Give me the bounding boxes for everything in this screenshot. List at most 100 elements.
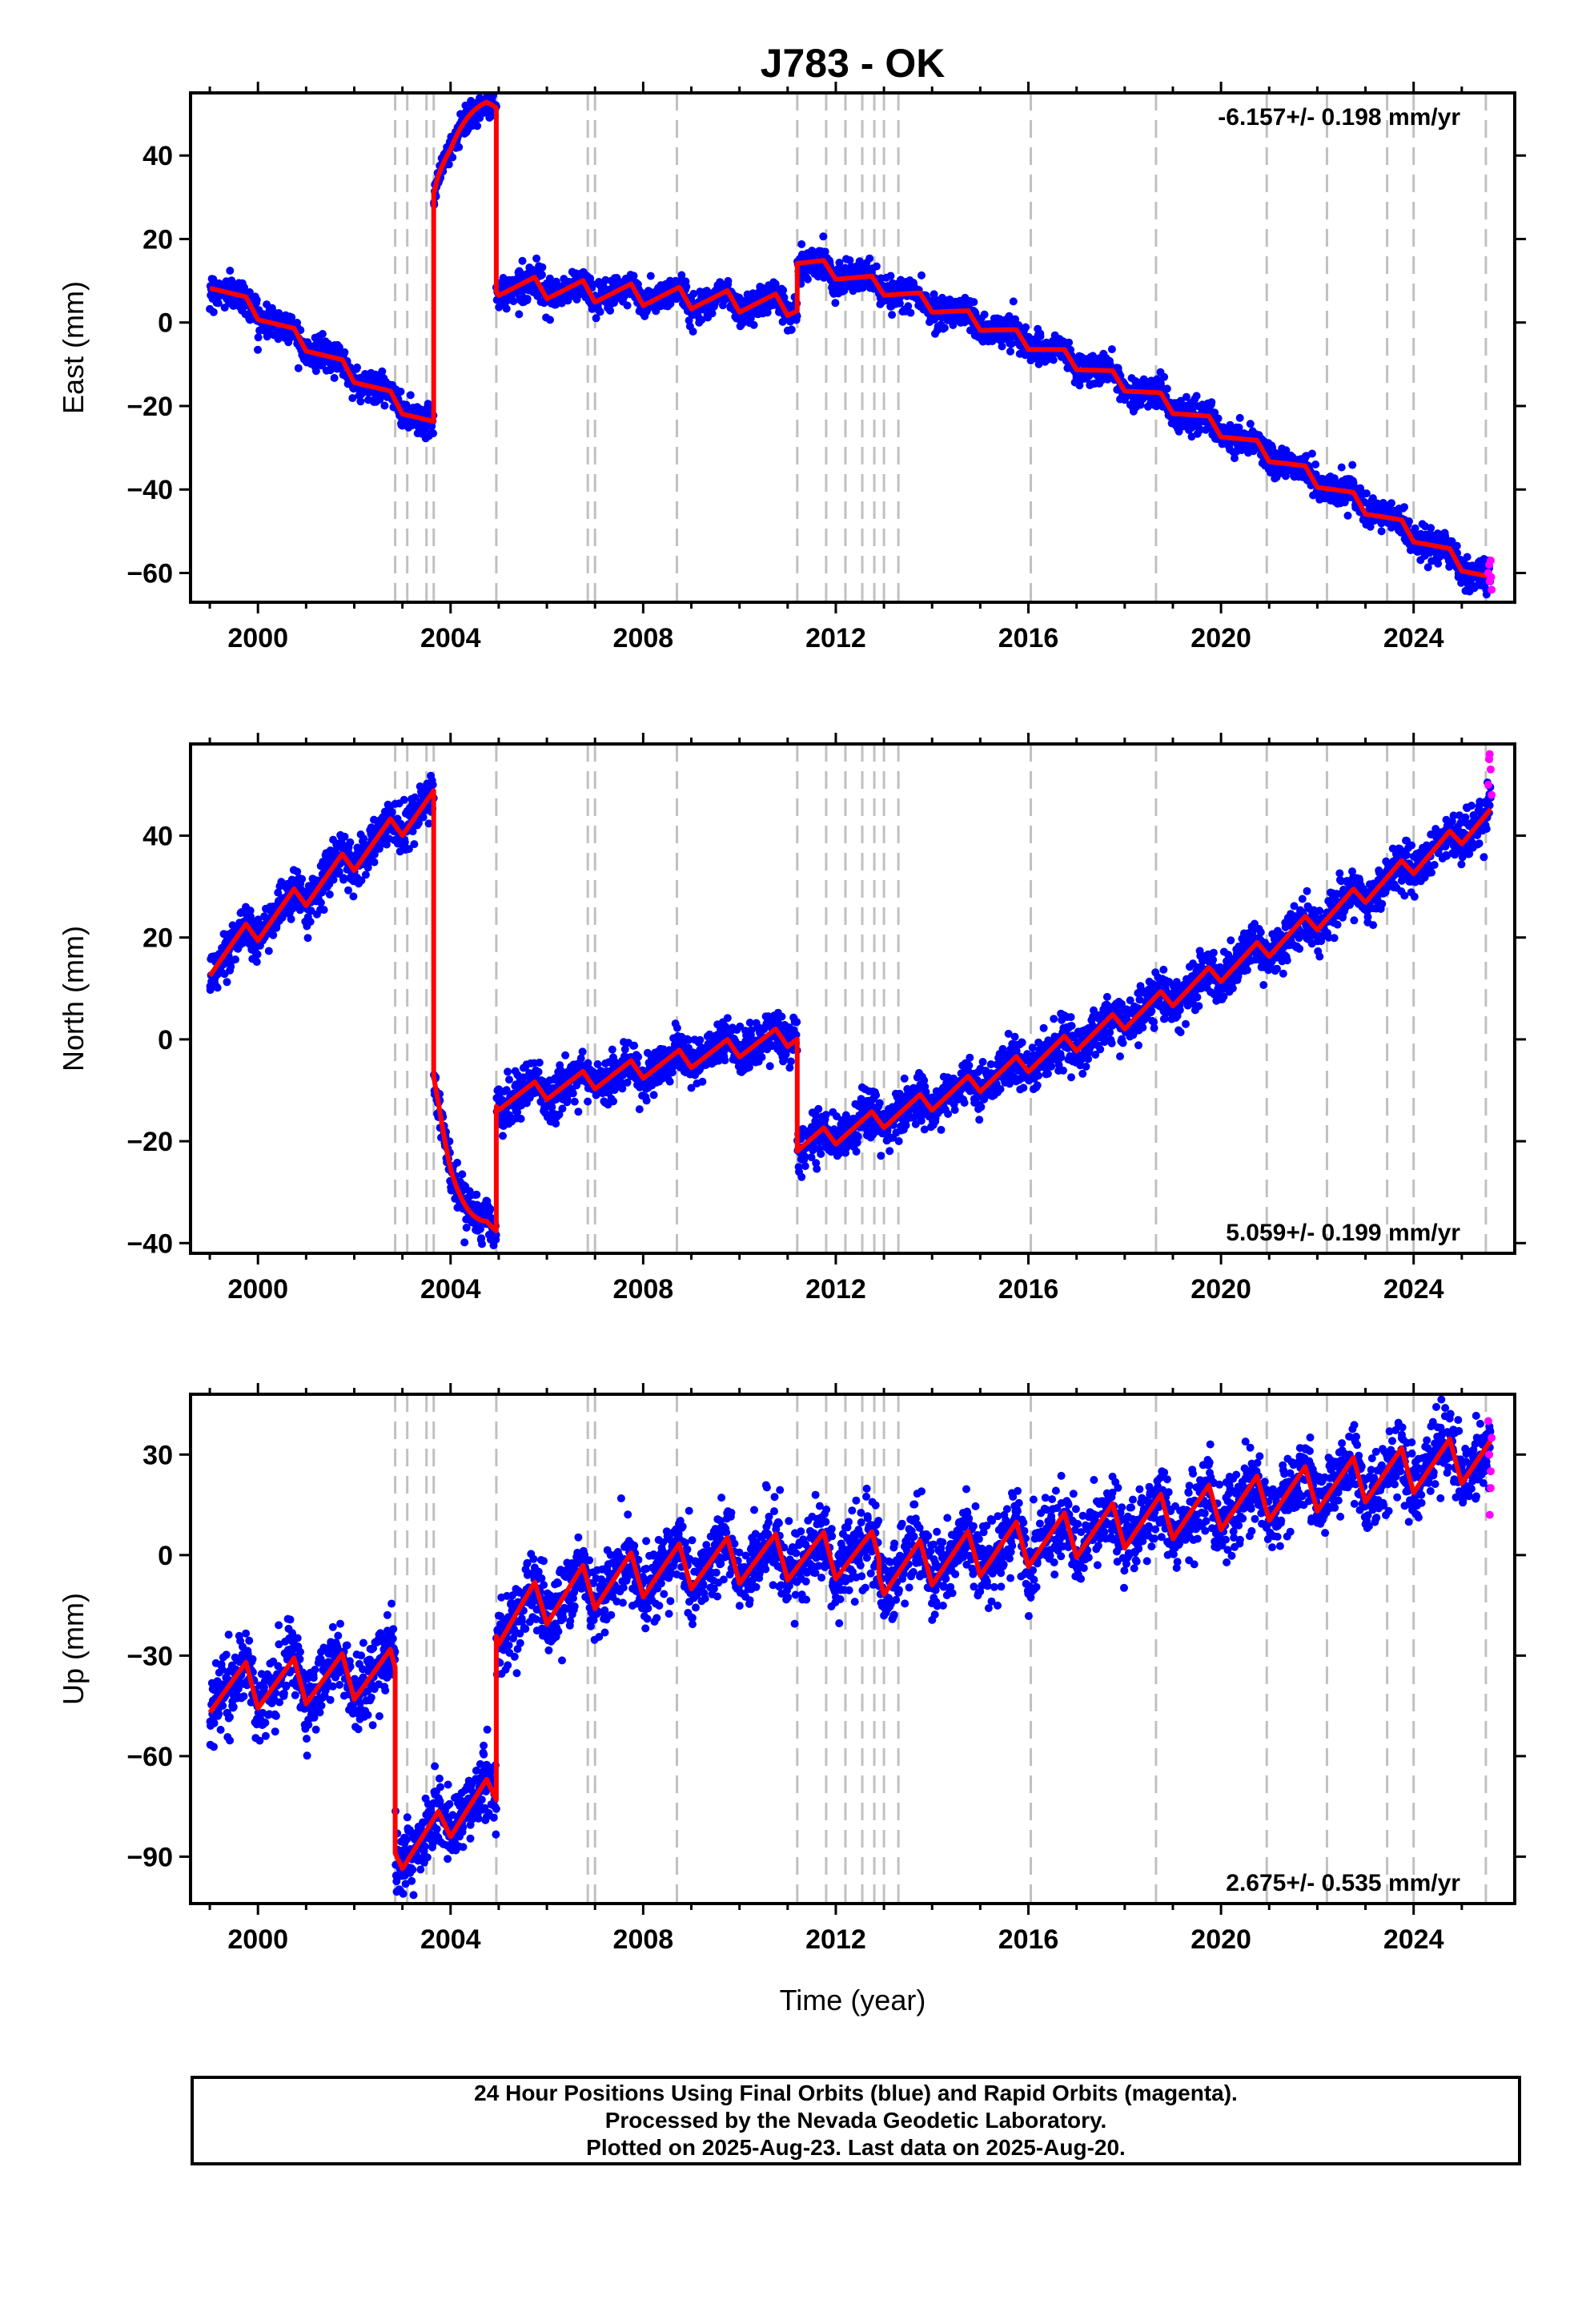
final-orbit-point bbox=[318, 330, 327, 338]
final-orbit-point bbox=[787, 325, 796, 334]
final-orbit-point bbox=[1231, 454, 1239, 463]
y-axis-label: East (mm) bbox=[57, 281, 90, 414]
final-orbit-point bbox=[311, 367, 320, 376]
final-orbit-point bbox=[895, 299, 904, 308]
final-orbit-point bbox=[917, 271, 926, 279]
final-orbit-point bbox=[601, 275, 610, 284]
final-orbit-point bbox=[306, 918, 315, 926]
final-orbit-point bbox=[509, 297, 518, 306]
final-orbit-point bbox=[698, 1077, 707, 1086]
final-orbit-point bbox=[1427, 524, 1435, 533]
final-orbit-point bbox=[287, 915, 295, 923]
final-orbit-point bbox=[570, 1097, 579, 1106]
final-orbit-point bbox=[294, 364, 303, 372]
final-orbit-point bbox=[665, 1077, 674, 1086]
final-orbit-point bbox=[1387, 499, 1395, 508]
chart-title: J783 - OK bbox=[761, 41, 946, 86]
final-orbit-point bbox=[538, 263, 547, 271]
final-orbit-point bbox=[316, 899, 325, 907]
final-orbit-point bbox=[209, 308, 218, 316]
final-orbit-point bbox=[831, 299, 840, 308]
north-panel: 2000 2004 2008 2012 2016 2020 2024−40−2002040N… bbox=[57, 733, 1526, 1305]
y-tick-label: −40 bbox=[126, 475, 173, 505]
final-orbit-point bbox=[1463, 553, 1472, 561]
final-orbit-point bbox=[400, 838, 409, 846]
final-orbit-point bbox=[904, 302, 913, 311]
final-orbit-point bbox=[1400, 503, 1408, 512]
final-orbit-point bbox=[596, 308, 604, 316]
plot-area bbox=[206, 78, 1496, 602]
final-orbit-point bbox=[576, 1054, 585, 1063]
final-orbit-point bbox=[970, 298, 978, 307]
x-tick-label: 2000 bbox=[227, 623, 288, 653]
final-orbit-point bbox=[721, 1056, 729, 1065]
final-orbit-point bbox=[1211, 408, 1219, 417]
final-orbit-point bbox=[609, 1097, 618, 1106]
final-orbit-point bbox=[380, 401, 389, 410]
final-orbit-point bbox=[888, 311, 897, 320]
final-orbit-point bbox=[240, 283, 248, 292]
final-orbit-point bbox=[287, 313, 296, 322]
final-orbit-point bbox=[231, 955, 239, 964]
y-tick-label: −20 bbox=[126, 392, 173, 422]
final-orbit-point bbox=[370, 858, 379, 866]
final-orbit-point bbox=[1022, 323, 1030, 332]
final-orbit-point bbox=[472, 1190, 481, 1199]
final-orbit-point bbox=[1377, 527, 1386, 536]
rapid-orbit-point bbox=[1488, 585, 1496, 594]
final-orbit-point bbox=[535, 1058, 544, 1067]
final-orbit-point bbox=[252, 958, 261, 967]
final-orbit-point bbox=[1246, 420, 1255, 428]
final-orbit-point bbox=[361, 870, 370, 879]
final-orbit-point bbox=[298, 875, 307, 883]
x-tick-label: 2024 bbox=[1383, 623, 1444, 653]
x-tick-label: 2008 bbox=[613, 623, 674, 653]
final-orbit-point bbox=[214, 299, 223, 308]
final-orbit-point bbox=[473, 122, 482, 131]
final-orbit-point bbox=[998, 342, 1006, 351]
final-orbit-point bbox=[872, 262, 881, 271]
final-orbit-point bbox=[516, 1115, 525, 1123]
x-tick-label: 2012 bbox=[805, 623, 866, 653]
final-orbit-point bbox=[458, 1170, 467, 1179]
final-orbit-point bbox=[515, 310, 524, 319]
final-orbit-point bbox=[608, 1045, 616, 1054]
final-orbit-point bbox=[1007, 340, 1016, 348]
y-tick-label: 40 bbox=[143, 141, 173, 171]
rapid-orbit-point bbox=[1485, 561, 1494, 569]
final-orbit-point bbox=[708, 309, 717, 318]
final-orbit-point bbox=[649, 1091, 658, 1100]
final-orbit-point bbox=[642, 1096, 651, 1105]
plot-frame bbox=[189, 91, 1516, 604]
final-orbit-point bbox=[502, 304, 511, 313]
final-orbit-point bbox=[325, 890, 334, 899]
final-orbit-point bbox=[821, 247, 829, 256]
final-orbit-point bbox=[646, 271, 655, 280]
y-tick-label: 0 bbox=[158, 308, 173, 339]
final-orbit-point bbox=[359, 834, 368, 843]
final-orbit-point bbox=[444, 160, 453, 169]
final-orbit-point bbox=[330, 374, 339, 382]
final-orbit-points bbox=[206, 78, 1495, 599]
final-orbit-point bbox=[1065, 338, 1074, 347]
east-panel: 2000 2004 2008 2012 2016 2020 2024−60−40−20020… bbox=[57, 78, 1526, 653]
final-orbit-point bbox=[534, 1068, 543, 1076]
final-orbit-point bbox=[353, 363, 361, 372]
final-orbit-point bbox=[319, 906, 328, 915]
final-orbit-point bbox=[1207, 398, 1216, 407]
model-fit-line bbox=[208, 99, 1492, 580]
final-orbit-point bbox=[623, 301, 632, 310]
final-orbit-point bbox=[490, 78, 498, 86]
rapid-orbit-point bbox=[1487, 573, 1496, 581]
final-orbit-point bbox=[634, 1052, 643, 1061]
plot-area bbox=[206, 744, 1496, 1253]
final-orbit-point bbox=[629, 271, 638, 280]
final-orbit-point bbox=[518, 256, 527, 265]
final-orbit-point bbox=[739, 318, 748, 327]
final-orbit-point bbox=[396, 388, 405, 396]
final-orbit-point bbox=[1182, 392, 1191, 401]
final-orbit-point bbox=[455, 143, 464, 151]
final-orbit-point bbox=[269, 931, 278, 939]
final-orbit-point bbox=[252, 296, 261, 304]
